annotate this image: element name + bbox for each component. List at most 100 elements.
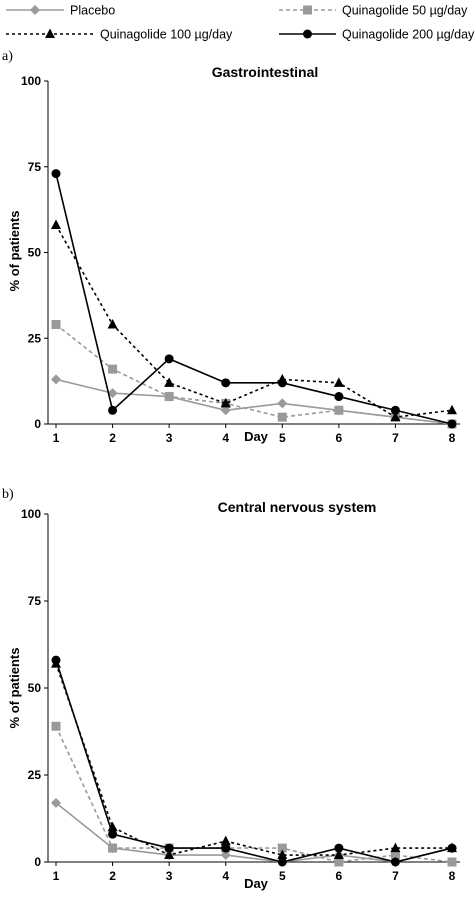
series (51, 169, 457, 429)
data-point (334, 405, 344, 415)
data-point (164, 849, 175, 860)
legend-label: Quinagolide 50 µg/day (342, 4, 468, 18)
x-tick-label: 1 (53, 869, 60, 883)
series-line (55, 378, 453, 425)
data-point (390, 405, 400, 415)
y-tick-label: 100 (21, 74, 41, 88)
data-point (277, 843, 287, 853)
x-tick-label: 8 (449, 431, 456, 445)
y-tick-label: 75 (28, 160, 42, 174)
data-point (108, 364, 118, 374)
data-point (447, 857, 457, 867)
data-point (333, 849, 344, 860)
data-point (51, 169, 61, 179)
data-point (277, 857, 287, 867)
legend-marker (30, 5, 40, 15)
data-point (390, 850, 400, 860)
chart-gastrointestinal: a) Gastrointestinal % of patients Day 0 2… (2, 49, 460, 445)
data-point (390, 842, 401, 853)
y-axis-label: % of patients (7, 211, 22, 292)
y-tick-label: 50 (28, 681, 42, 695)
data-point (390, 411, 401, 422)
data-point (221, 843, 231, 853)
data-point (51, 721, 61, 731)
data-point (277, 412, 287, 422)
y-tick-label: 0 (34, 855, 41, 869)
data-point (164, 843, 174, 853)
legend-item: Quinagolide 100 µg/day (6, 28, 233, 42)
data-point (447, 843, 457, 853)
legend-label: Placebo (70, 4, 115, 18)
panel-label: b) (2, 487, 14, 502)
data-point (164, 392, 174, 402)
panel-label: a) (2, 49, 13, 64)
data-point (333, 377, 344, 387)
series (51, 721, 457, 867)
data-point (221, 378, 231, 388)
data-point (164, 377, 175, 387)
legend: Placebo Quinagolide 50 µg/day Quinagolide … (6, 4, 475, 42)
series (51, 658, 457, 860)
legend-label: Quinagolide 200 µg/day (342, 28, 475, 42)
data-point (107, 388, 118, 399)
series-line (55, 323, 453, 425)
data-point (277, 849, 288, 860)
x-tick-label: 5 (279, 431, 286, 445)
axes (44, 80, 460, 428)
chart-title: Central nervous system (218, 499, 377, 515)
data-point (51, 655, 61, 665)
data-point (334, 843, 344, 853)
legend-item: Quinagolide 200 µg/day (279, 28, 475, 42)
y-axis-label: % of patients (7, 648, 22, 729)
y-tick-label: 25 (28, 331, 42, 345)
legend-marker (45, 28, 55, 38)
series (51, 655, 457, 867)
data-point (108, 829, 118, 839)
x-tick-label: 5 (279, 869, 286, 883)
data-point (277, 378, 287, 388)
x-tick-label: 2 (109, 431, 116, 445)
legend-label: Quinagolide 100 µg/day (100, 28, 233, 42)
x-tick-label: 3 (166, 869, 173, 883)
chart-title: Gastrointestinal (212, 64, 319, 80)
x-tick-label: 6 (336, 869, 343, 883)
data-point (334, 392, 344, 402)
chart-central-nervous-system: b) Central nervous system % of patients … (2, 487, 460, 891)
data-point (390, 857, 400, 867)
y-tick-label: 25 (28, 768, 42, 782)
data-point (164, 354, 174, 364)
data-point (51, 797, 61, 808)
series-line (55, 224, 453, 418)
x-tick-label: 4 (222, 431, 229, 445)
legend-item: Quinagolide 50 µg/day (279, 4, 468, 18)
x-tick-label: 1 (53, 431, 60, 445)
tick-labels: 0 25 50 75 100 1 2 3 4 5 6 7 8 (21, 74, 456, 445)
x-tick-label: 6 (336, 431, 343, 445)
tick-labels: 0 25 50 75 100 1 2 3 4 5 6 7 8 (21, 507, 456, 883)
series-group (51, 169, 457, 429)
x-tick-label: 7 (392, 431, 399, 445)
y-tick-label: 50 (28, 246, 42, 260)
series-line (55, 663, 452, 856)
y-tick-label: 100 (21, 507, 41, 521)
series-line (55, 802, 453, 863)
data-point (220, 397, 231, 408)
series-line (55, 173, 453, 425)
y-tick-label: 75 (28, 594, 42, 608)
data-point (51, 219, 61, 230)
data-point (220, 835, 231, 846)
series-line (55, 659, 453, 863)
data-point (447, 404, 457, 415)
x-tick-label: 2 (109, 869, 116, 883)
data-point (51, 374, 61, 385)
data-point (447, 419, 457, 429)
x-axis-label: Day (244, 876, 269, 891)
data-point (108, 843, 118, 853)
data-point (51, 320, 61, 330)
x-axis-label: Day (244, 429, 269, 444)
data-point (334, 857, 344, 867)
x-tick-label: 4 (222, 869, 229, 883)
data-point (108, 405, 118, 415)
x-tick-label: 7 (392, 869, 399, 883)
